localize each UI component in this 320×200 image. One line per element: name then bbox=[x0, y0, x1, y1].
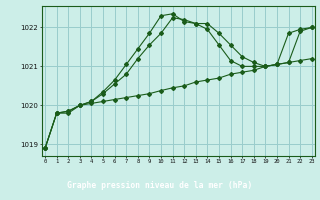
Text: Graphe pression niveau de la mer (hPa): Graphe pression niveau de la mer (hPa) bbox=[68, 182, 252, 190]
